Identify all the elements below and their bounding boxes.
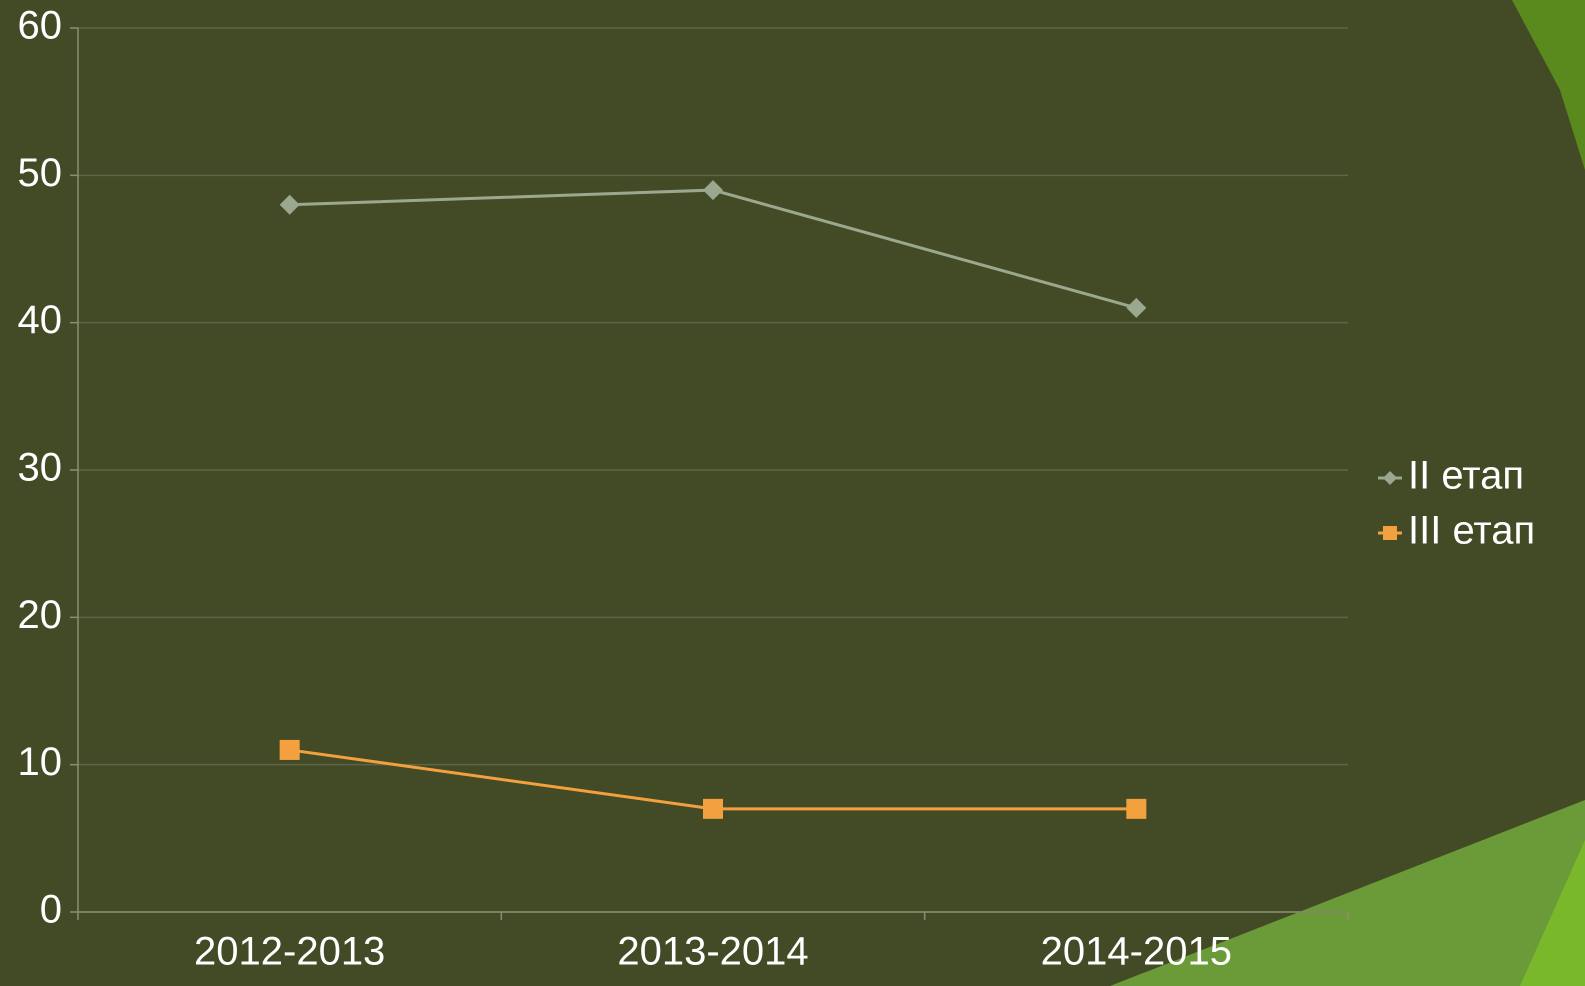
x-tick-label: 2012-2013 [194, 930, 385, 974]
marker [703, 798, 723, 819]
y-tick-label: 40 [18, 298, 63, 342]
decor-triangle [1110, 800, 1585, 986]
decor-band [1512, 0, 1585, 170]
y-tick-label: 50 [18, 151, 63, 195]
legend-label: II етап [1408, 454, 1524, 498]
x-tick-label: 2013-2014 [617, 930, 808, 974]
x-tick-label: 2014-2015 [1041, 930, 1232, 974]
marker [279, 194, 300, 215]
marker [1126, 297, 1147, 318]
y-tick-label: 20 [18, 593, 63, 637]
decor-triangle-light [1520, 840, 1585, 986]
marker [279, 739, 300, 760]
marker [1383, 526, 1397, 540]
marker [1126, 798, 1147, 819]
y-tick-label: 0 [40, 888, 62, 932]
y-tick-label: 10 [18, 740, 63, 784]
marker [703, 180, 723, 201]
marker [1383, 471, 1397, 485]
y-tick-label: 30 [18, 446, 63, 490]
plot: 0 10 20 30 40 50 60 2012-2013 2013-2014 2014-2015… [18, 4, 1536, 974]
legend-label: III етап [1408, 509, 1535, 553]
y-tick-label: 60 [18, 4, 63, 48]
